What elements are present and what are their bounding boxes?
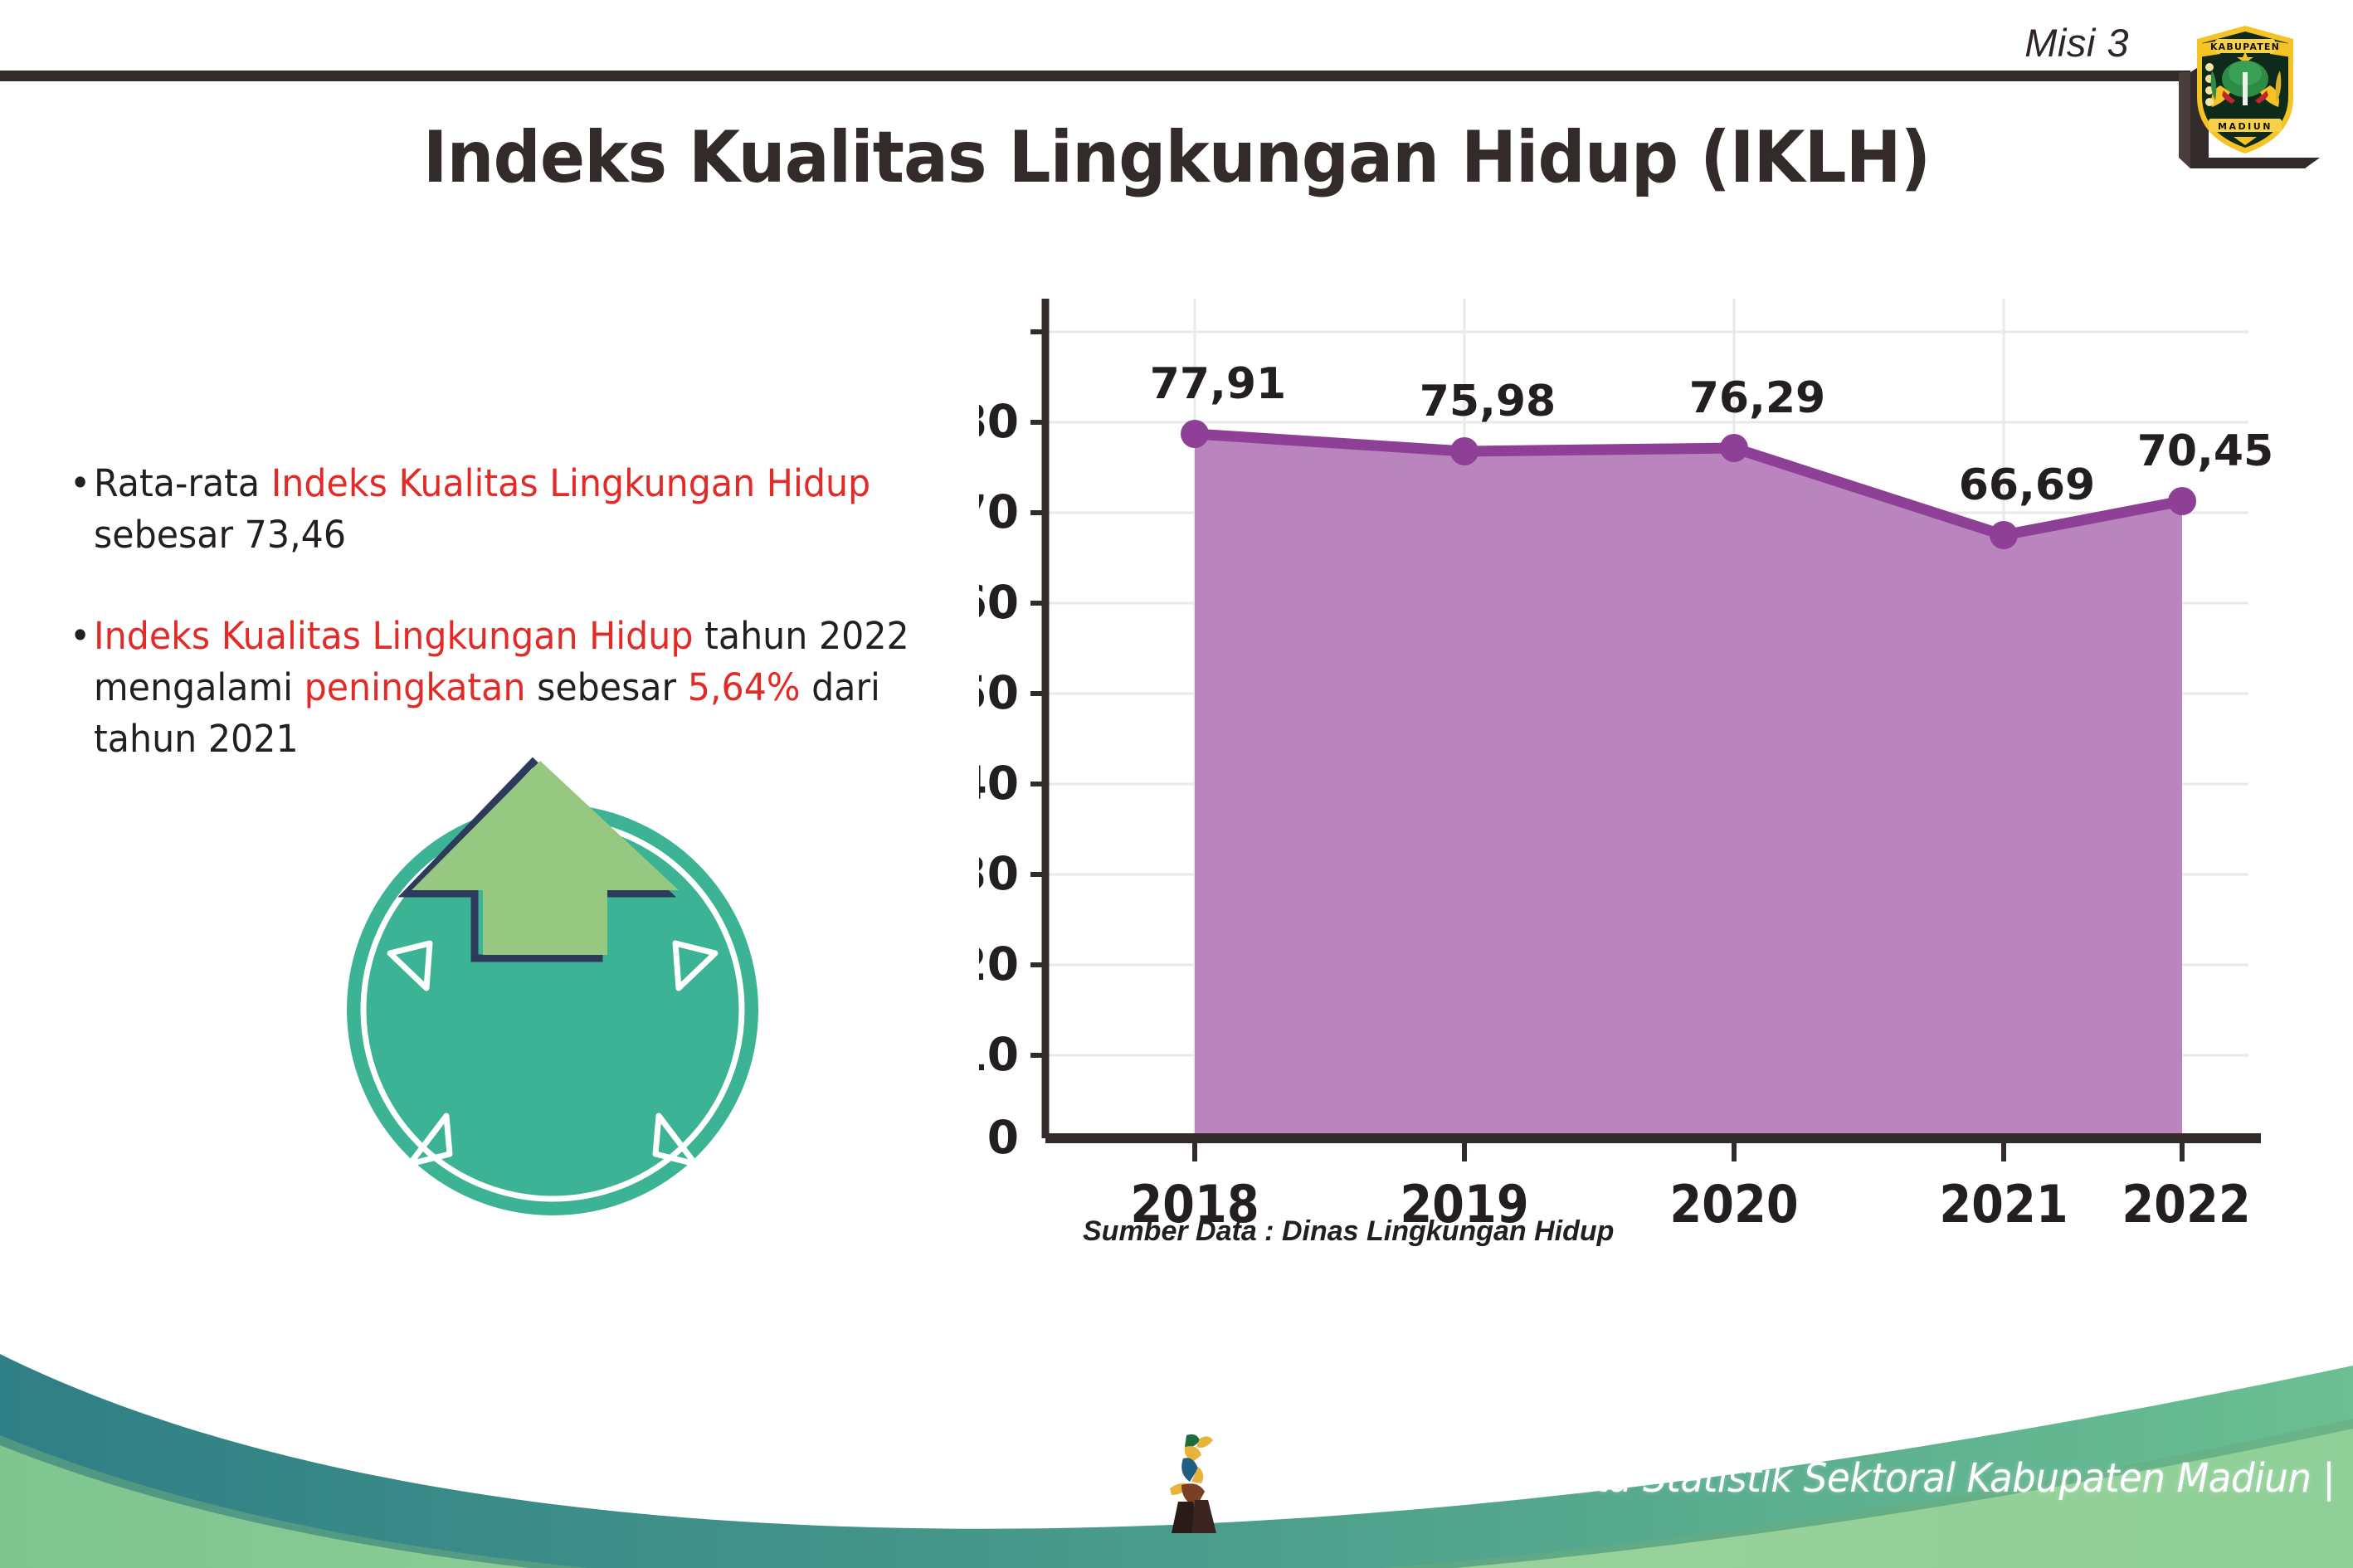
y-tick-70: 70 [979, 485, 1019, 538]
y-tick-10: 10 [979, 1028, 1019, 1081]
chart-x-ticks [1192, 1138, 2185, 1161]
badge-circle [347, 804, 758, 1215]
iklh-area-chart: 77,91 75,98 76,29 66,69 70,45 0 10 20 [979, 299, 2273, 1161]
data-label-2020: 76,29 [1689, 373, 1825, 423]
bullet-text-2: Indeks Kualitas Lingkungan Hidup tahun 2… [94, 611, 928, 765]
bullet-segment-highlight: peningkatan [304, 665, 526, 710]
bullet-marker: • [70, 461, 91, 505]
x-tick-2018: 2018 [1130, 1174, 1259, 1234]
y-tick-30: 30 [979, 847, 1019, 900]
dancer-logo-icon [1170, 1434, 1216, 1533]
x-tick-2020: 2020 [1669, 1174, 1799, 1234]
emblem-top-text: KABUPATEN [2210, 41, 2280, 52]
page-title: Indeks Kualitas Lingkungan Hidup (IKLH) [422, 116, 1931, 199]
emblem-bottom-text: MADIUN [2218, 121, 2273, 132]
footer-wave-decoration [0, 1354, 2353, 1568]
increase-badge [347, 757, 758, 1215]
y-tick-50: 50 [979, 666, 1019, 719]
footer-caption: Media Infografis Data Statistik Sektoral… [1238, 1455, 2336, 1502]
x-tick-2022: 2022 [2122, 1174, 2251, 1234]
chart-source-note: Sumber Data : Dinas Lingkungan Hidup [1083, 1215, 1615, 1247]
chart-area-fill [1195, 434, 2182, 1138]
bullet-segment-highlight: Indeks Kualitas Lingkungan Hidup [270, 461, 871, 505]
list-item: • Indeks Kualitas Lingkungan Hidup tahun… [70, 611, 929, 765]
bullet-segment-highlight: Indeks Kualitas Lingkungan Hidup [94, 614, 694, 659]
bullet-segment: sebesar 73,46 [94, 513, 347, 558]
y-tick-80: 80 [979, 395, 1019, 448]
chart-x-tick-labels: 2018 2019 2020 2021 2022 [979, 1174, 2273, 1240]
x-tick-2021: 2021 [1939, 1174, 2068, 1234]
arrow-outline-icon [397, 757, 677, 962]
bullet-segment: tahun 2022 mengalami [94, 614, 909, 710]
bullet-text-1: Rata-rata Indeks Kualitas Lingkungan Hid… [94, 458, 928, 561]
badge-tick-marks [387, 940, 719, 1167]
y-tick-40: 40 [979, 757, 1019, 810]
y-tick-20: 20 [979, 937, 1019, 991]
arrow-up-icon [412, 761, 679, 955]
data-label-2021: 66,69 [1959, 460, 2095, 510]
chart-data-markers [1181, 420, 2196, 549]
chart-y-ticks [1030, 329, 1045, 1058]
chart-y-tick-labels: 0 10 20 30 40 50 60 70 80 [979, 395, 1019, 1161]
y-tick-60: 60 [979, 576, 1019, 629]
bullet-segment: Rata-rata [94, 461, 271, 505]
mission-label: Misi 3 [2024, 21, 2129, 65]
list-item: • Rata-rata Indeks Kualitas Lingkungan H… [70, 458, 929, 561]
bullet-segment-highlight: 5,64% [687, 665, 801, 710]
data-label-2022: 70,45 [2137, 426, 2273, 476]
data-label-2019: 75,98 [1420, 377, 1556, 426]
y-tick-0: 0 [987, 1111, 1019, 1161]
kabupaten-madiun-emblem-icon: KABUPATEN MADIUN [2197, 26, 2293, 153]
bullet-segment: dari tahun 2021 [94, 665, 880, 762]
bullet-marker: • [70, 614, 91, 659]
chart-data-labels: 77,91 75,98 76,29 66,69 70,45 [1150, 359, 2273, 510]
data-label-2018: 77,91 [1150, 359, 1286, 409]
x-tick-2019: 2019 [1400, 1174, 1529, 1234]
key-findings-list: • Rata-rata Indeks Kualitas Lingkungan H… [70, 458, 929, 815]
header-rule [0, 71, 2190, 81]
bullet-segment: sebesar [525, 665, 688, 710]
